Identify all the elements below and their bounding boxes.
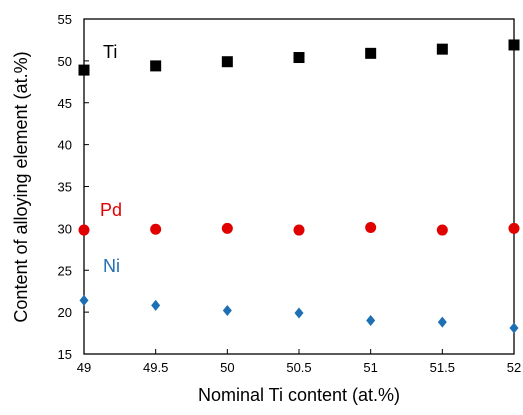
data-point-pd xyxy=(365,222,377,234)
data-point-pd xyxy=(293,224,305,236)
y-tick-label: 20 xyxy=(58,305,72,320)
data-point-ni xyxy=(509,322,519,334)
x-tick-label: 49.5 xyxy=(143,360,168,375)
series-label-ti: Ti xyxy=(103,42,117,62)
x-tick-label: 51.5 xyxy=(430,360,455,375)
data-point-pd xyxy=(508,222,520,234)
y-axis: 15 20 25 30 35 40 45 50 55 xyxy=(58,12,89,362)
x-axis-title: Nominal Ti content (at.%) xyxy=(198,385,400,405)
series-pd xyxy=(78,222,520,236)
data-point-ni xyxy=(366,315,376,326)
y-axis-title: Content of alloying element (at.%) xyxy=(11,51,31,322)
data-point-ti xyxy=(365,47,377,59)
plot-area xyxy=(83,18,515,355)
y-tick-label: 55 xyxy=(58,12,72,27)
plot-frame xyxy=(83,18,515,355)
data-point-ti xyxy=(508,39,520,51)
y-tick-label: 40 xyxy=(58,138,72,153)
series-labels: Ti Pd Ni xyxy=(100,42,122,276)
x-tick-label: 50.5 xyxy=(286,360,311,375)
data-point-pd xyxy=(150,223,162,235)
data-point-pd xyxy=(436,224,448,236)
y-tick-label: 45 xyxy=(58,96,72,111)
data-point-ti xyxy=(150,60,162,72)
data-point-pd xyxy=(78,224,90,236)
series-ni xyxy=(79,294,519,334)
data-point-ti xyxy=(78,64,90,76)
x-axis: 49 49.5 50 50.5 51 51.5 52 xyxy=(77,349,521,375)
y-tick-label: 15 xyxy=(58,347,72,362)
data-point-ni xyxy=(294,307,304,319)
data-point-ti xyxy=(221,56,233,68)
y-tick-label: 25 xyxy=(58,263,72,278)
y-tick-label: 35 xyxy=(58,180,72,195)
data-point-ni xyxy=(151,299,161,311)
y-tick-label: 50 xyxy=(58,54,72,69)
data-point-ti xyxy=(293,52,305,64)
x-tick-label: 49 xyxy=(77,360,91,375)
data-point-ni xyxy=(79,294,89,306)
data-point-ti xyxy=(436,43,448,55)
x-tick-label: 51 xyxy=(363,360,377,375)
series-ti xyxy=(78,39,520,76)
series-label-pd: Pd xyxy=(100,200,122,220)
data-point-ni xyxy=(222,304,232,316)
data-point-pd xyxy=(221,222,233,234)
y-tick-label: 30 xyxy=(58,221,72,236)
x-tick-label: 52 xyxy=(507,360,521,375)
data-point-ni xyxy=(437,316,447,328)
series-layer xyxy=(78,39,520,334)
x-tick-label: 50 xyxy=(220,360,234,375)
series-label-ni: Ni xyxy=(103,256,120,276)
